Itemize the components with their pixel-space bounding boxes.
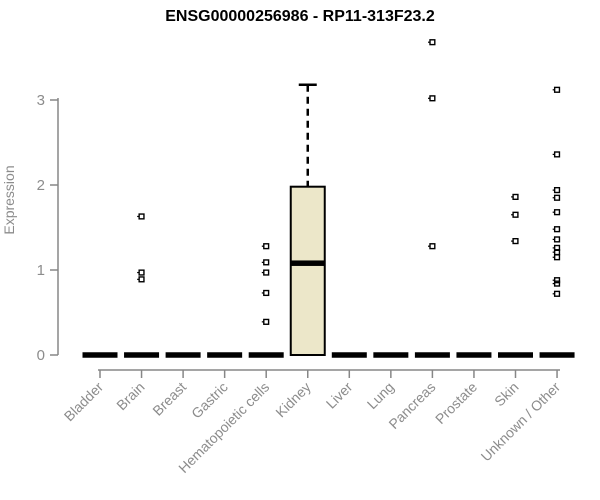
outlier-point-skin: [512, 211, 519, 218]
x-axis-tick-label-prostate: Prostate: [432, 379, 480, 427]
y-axis-tick-label: 0: [37, 347, 45, 364]
outlier-point-hematopoietic-cells: [263, 259, 270, 266]
collapsed-box-gastric: [207, 352, 243, 358]
outlier-point-hematopoietic-cells: [263, 243, 270, 250]
x-axis-tick-label-liver: Liver: [323, 379, 356, 412]
outlier-point-unknown-other: [553, 86, 561, 93]
collapsed-box-bladder: [82, 352, 118, 358]
outlier-point-brain: [138, 269, 145, 276]
box-kidney: [289, 185, 326, 356]
x-axis-tick-label-unknown-other: Unknown / Other: [478, 379, 564, 465]
x-axis-tick-label-lung: Lung: [364, 379, 397, 412]
outlier-point-unknown-other: [553, 226, 561, 233]
outlier-point-unknown-other: [553, 277, 561, 284]
collapsed-box-unknown-other: [539, 352, 575, 358]
outlier-point-unknown-other: [553, 194, 561, 201]
outlier-point-unknown-other: [553, 186, 561, 194]
collapsed-box-liver: [331, 352, 367, 358]
y-axis-tick-label: 3: [37, 92, 45, 109]
outlier-point-unknown-other: [553, 254, 561, 261]
outlier-point-skin: [512, 237, 519, 245]
outlier-point-unknown-other: [553, 290, 561, 297]
outlier-point-unknown-other: [553, 236, 561, 243]
chart-title: ENSG00000256986 - RP11-313F23.2: [165, 8, 435, 25]
outlier-point-pancreas: [429, 39, 436, 46]
outlier-point-brain: [138, 213, 145, 220]
x-axis-tick-label-brain: Brain: [113, 379, 147, 413]
outlier-point-hematopoietic-cells: [263, 318, 270, 325]
collapsed-box-pancreas: [414, 352, 450, 358]
outlier-point-hematopoietic-cells: [263, 289, 270, 297]
x-axis-tick-label-bladder: Bladder: [61, 379, 107, 425]
x-axis-tick-label-kidney: Kidney: [272, 379, 314, 421]
y-axis-tick-label: 2: [37, 177, 45, 194]
collapsed-box-brain: [124, 352, 160, 358]
collapsed-box-skin: [498, 352, 533, 358]
collapsed-box-breast: [165, 352, 201, 358]
collapsed-box-hematopoietic-cells: [248, 352, 284, 358]
outlier-point-unknown-other: [553, 151, 561, 158]
outlier-point-pancreas: [429, 95, 436, 102]
outlier-point-pancreas: [429, 243, 436, 250]
y-axis-tick-label: 1: [37, 262, 45, 279]
median-line-kidney: [290, 260, 325, 266]
collapsed-box-lung: [373, 352, 409, 358]
x-axis-tick-label-skin: Skin: [491, 379, 522, 410]
collapsed-box-prostate: [456, 352, 492, 358]
outlier-point-unknown-other: [553, 280, 561, 287]
outlier-point-hematopoietic-cells: [263, 269, 270, 276]
outlier-point-skin: [512, 193, 519, 201]
outlier-point-brain: [138, 276, 145, 283]
x-axis-tick-label-breast: Breast: [149, 379, 189, 419]
outlier-point-unknown-other: [553, 209, 561, 216]
